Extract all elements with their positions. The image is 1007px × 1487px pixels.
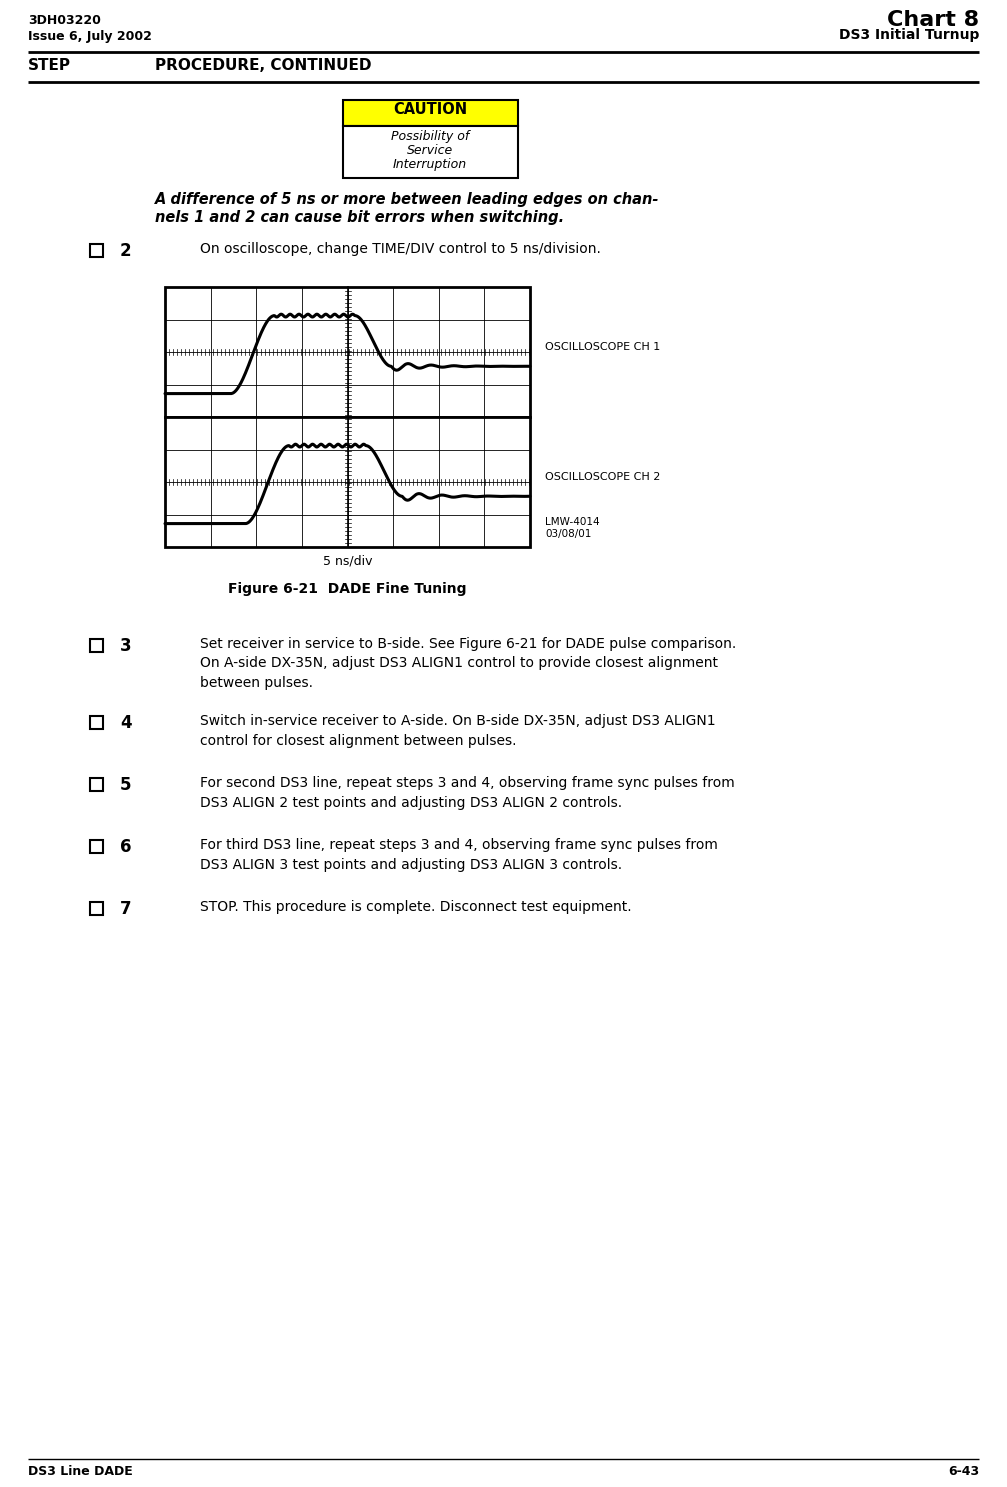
Text: 5 ns/div: 5 ns/div	[323, 555, 373, 568]
Text: On oscilloscope, change TIME/DIV control to 5 ns/division.: On oscilloscope, change TIME/DIV control…	[200, 242, 601, 256]
Bar	[90, 639, 103, 651]
Text: 4: 4	[120, 714, 132, 732]
Bar	[90, 903, 103, 915]
Text: Chart 8: Chart 8	[887, 10, 979, 30]
Text: For third DS3 line, repeat steps 3 and 4, observing frame sync pulses from
DS3 A: For third DS3 line, repeat steps 3 and 4…	[200, 839, 718, 871]
Text: 3DH03220: 3DH03220	[28, 13, 101, 27]
Text: OSCILLOSCOPE CH 2: OSCILLOSCOPE CH 2	[545, 471, 661, 482]
Text: DS3 Line DADE: DS3 Line DADE	[28, 1465, 133, 1478]
Text: 5: 5	[120, 776, 132, 794]
Bar	[90, 840, 103, 854]
Text: 2: 2	[120, 242, 132, 260]
Bar	[165, 416, 530, 547]
Text: CAUTION: CAUTION	[393, 103, 467, 117]
Bar	[342, 100, 518, 126]
Text: Service: Service	[407, 144, 453, 158]
Text: Figure 6-21  DADE Fine Tuning: Figure 6-21 DADE Fine Tuning	[229, 581, 467, 596]
Bar	[90, 778, 103, 791]
Text: DS3 Initial Turnup: DS3 Initial Turnup	[839, 28, 979, 42]
Bar	[342, 126, 518, 178]
Text: Switch in-service receiver to A-side. On B-side DX-35N, adjust DS3 ALIGN1
contro: Switch in-service receiver to A-side. On…	[200, 714, 716, 748]
Text: LMW-4014
03/08/01: LMW-4014 03/08/01	[545, 517, 599, 538]
Text: nels 1 and 2 can cause bit errors when switching.: nels 1 and 2 can cause bit errors when s…	[155, 210, 564, 225]
Text: 6: 6	[120, 839, 132, 857]
Text: 7: 7	[120, 900, 132, 917]
Bar	[90, 717, 103, 729]
Text: A difference of 5 ns or more between leading edges on chan-: A difference of 5 ns or more between lea…	[155, 192, 660, 207]
Text: Set receiver in service to B-side. See Figure 6-21 for DADE pulse comparison.
On: Set receiver in service to B-side. See F…	[200, 636, 736, 690]
Bar	[90, 244, 103, 257]
Text: 6-43: 6-43	[948, 1465, 979, 1478]
Text: 3: 3	[120, 636, 132, 654]
Text: For second DS3 line, repeat steps 3 and 4, observing frame sync pulses from
DS3 : For second DS3 line, repeat steps 3 and …	[200, 776, 735, 809]
Text: Issue 6, July 2002: Issue 6, July 2002	[28, 30, 152, 43]
Text: OSCILLOSCOPE CH 1: OSCILLOSCOPE CH 1	[545, 342, 661, 352]
Text: STEP: STEP	[28, 58, 71, 73]
Text: PROCEDURE, CONTINUED: PROCEDURE, CONTINUED	[155, 58, 372, 73]
Bar	[165, 287, 530, 416]
Text: Possibility of: Possibility of	[391, 129, 469, 143]
Text: STOP. This procedure is complete. Disconnect test equipment.: STOP. This procedure is complete. Discon…	[200, 900, 631, 915]
Text: Interruption: Interruption	[393, 158, 467, 171]
